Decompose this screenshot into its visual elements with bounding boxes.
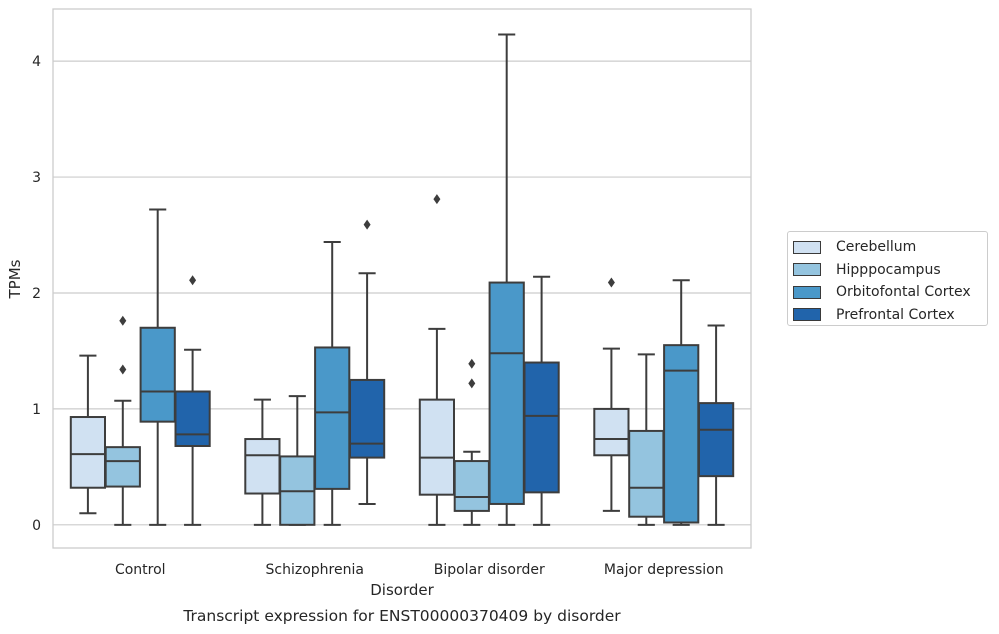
x-tick-label: Control bbox=[115, 562, 166, 578]
outlier-point bbox=[119, 315, 127, 326]
iqr-box bbox=[69, 416, 107, 489]
y-tick-labels: 0 1 2 3 4 bbox=[32, 54, 41, 534]
outlier-point bbox=[433, 194, 441, 205]
outlier-point bbox=[119, 364, 127, 375]
iqr-box bbox=[663, 344, 700, 524]
box-orbitofontal-cortex-0 bbox=[139, 208, 176, 526]
legend-swatch bbox=[793, 240, 821, 254]
iqr-box bbox=[244, 438, 281, 495]
box-prefrontal-cortex-2 bbox=[523, 275, 560, 526]
legend-swatch bbox=[793, 308, 821, 322]
box-hipppocampus-1 bbox=[279, 395, 316, 526]
legend-label: Prefrontal Cortex bbox=[836, 306, 955, 323]
y-tick-label: 3 bbox=[32, 170, 41, 186]
iqr-box bbox=[348, 378, 386, 459]
box-prefrontal-cortex-0 bbox=[174, 275, 211, 526]
box-cerebellum-0 bbox=[69, 354, 107, 515]
iqr-box bbox=[139, 326, 176, 423]
figure-caption: Transcript expression for ENST0000037040… bbox=[183, 607, 621, 625]
legend-item: Cerebellum bbox=[793, 236, 987, 259]
y-tick-label: 1 bbox=[32, 402, 41, 418]
legend-item: Prefrontal Cortex bbox=[793, 304, 987, 327]
outlier-point bbox=[189, 275, 197, 286]
legend-label: Orbitofontal Cortex bbox=[836, 284, 971, 301]
iqr-box bbox=[628, 429, 665, 518]
x-axis-label: Disorder bbox=[370, 581, 434, 599]
iqr-box bbox=[593, 407, 630, 457]
box-orbitofontal-cortex-1 bbox=[314, 240, 351, 526]
y-tick-label: 2 bbox=[32, 286, 41, 302]
iqr-box bbox=[697, 402, 735, 478]
outlier-point bbox=[468, 378, 476, 389]
y-tick-label: 4 bbox=[32, 54, 41, 70]
box-prefrontal-cortex-1 bbox=[348, 219, 386, 505]
iqr-box bbox=[488, 281, 525, 505]
x-tick-labels: Control Schizophrenia Bipolar disorder Majo… bbox=[115, 562, 724, 578]
x-tick-label: Bipolar disorder bbox=[434, 562, 545, 578]
legend-swatch bbox=[793, 263, 821, 277]
plot-frame bbox=[52, 8, 752, 549]
iqr-box bbox=[523, 361, 560, 494]
box-layer bbox=[69, 33, 735, 526]
iqr-box bbox=[453, 460, 490, 512]
outlier-point bbox=[363, 219, 371, 230]
iqr-box bbox=[418, 398, 456, 496]
box-orbitofontal-cortex-2 bbox=[488, 33, 525, 526]
legend-item: Hipppocampus bbox=[793, 259, 987, 282]
y-tick-label: 0 bbox=[32, 518, 41, 534]
legend-swatch bbox=[793, 285, 821, 299]
box-cerebellum-3 bbox=[593, 277, 630, 512]
legend-label: Cerebellum bbox=[836, 239, 917, 256]
iqr-box bbox=[174, 390, 211, 447]
box-cerebellum-1 bbox=[244, 398, 281, 526]
outlier-point bbox=[607, 277, 615, 288]
y-axis-label: TPMs bbox=[6, 259, 24, 299]
legend-label: Hipppocampus bbox=[836, 261, 941, 278]
box-hipppocampus-3 bbox=[628, 353, 665, 526]
legend-item: Orbitofontal Cortex bbox=[793, 281, 987, 304]
box-hipppocampus-0 bbox=[104, 315, 141, 526]
outlier-point bbox=[468, 358, 476, 369]
x-tick-label: Schizophrenia bbox=[266, 562, 364, 578]
box-cerebellum-2 bbox=[418, 194, 456, 526]
iqr-box bbox=[104, 446, 141, 488]
x-tick-label: Major depression bbox=[604, 562, 724, 578]
box-orbitofontal-cortex-3 bbox=[663, 279, 700, 526]
iqr-box bbox=[314, 346, 351, 490]
box-hipppocampus-2 bbox=[453, 358, 490, 526]
box-prefrontal-cortex-3 bbox=[697, 324, 735, 526]
legend: Cerebellum Hipppocampus Orbitofontal Corte… bbox=[787, 231, 988, 326]
